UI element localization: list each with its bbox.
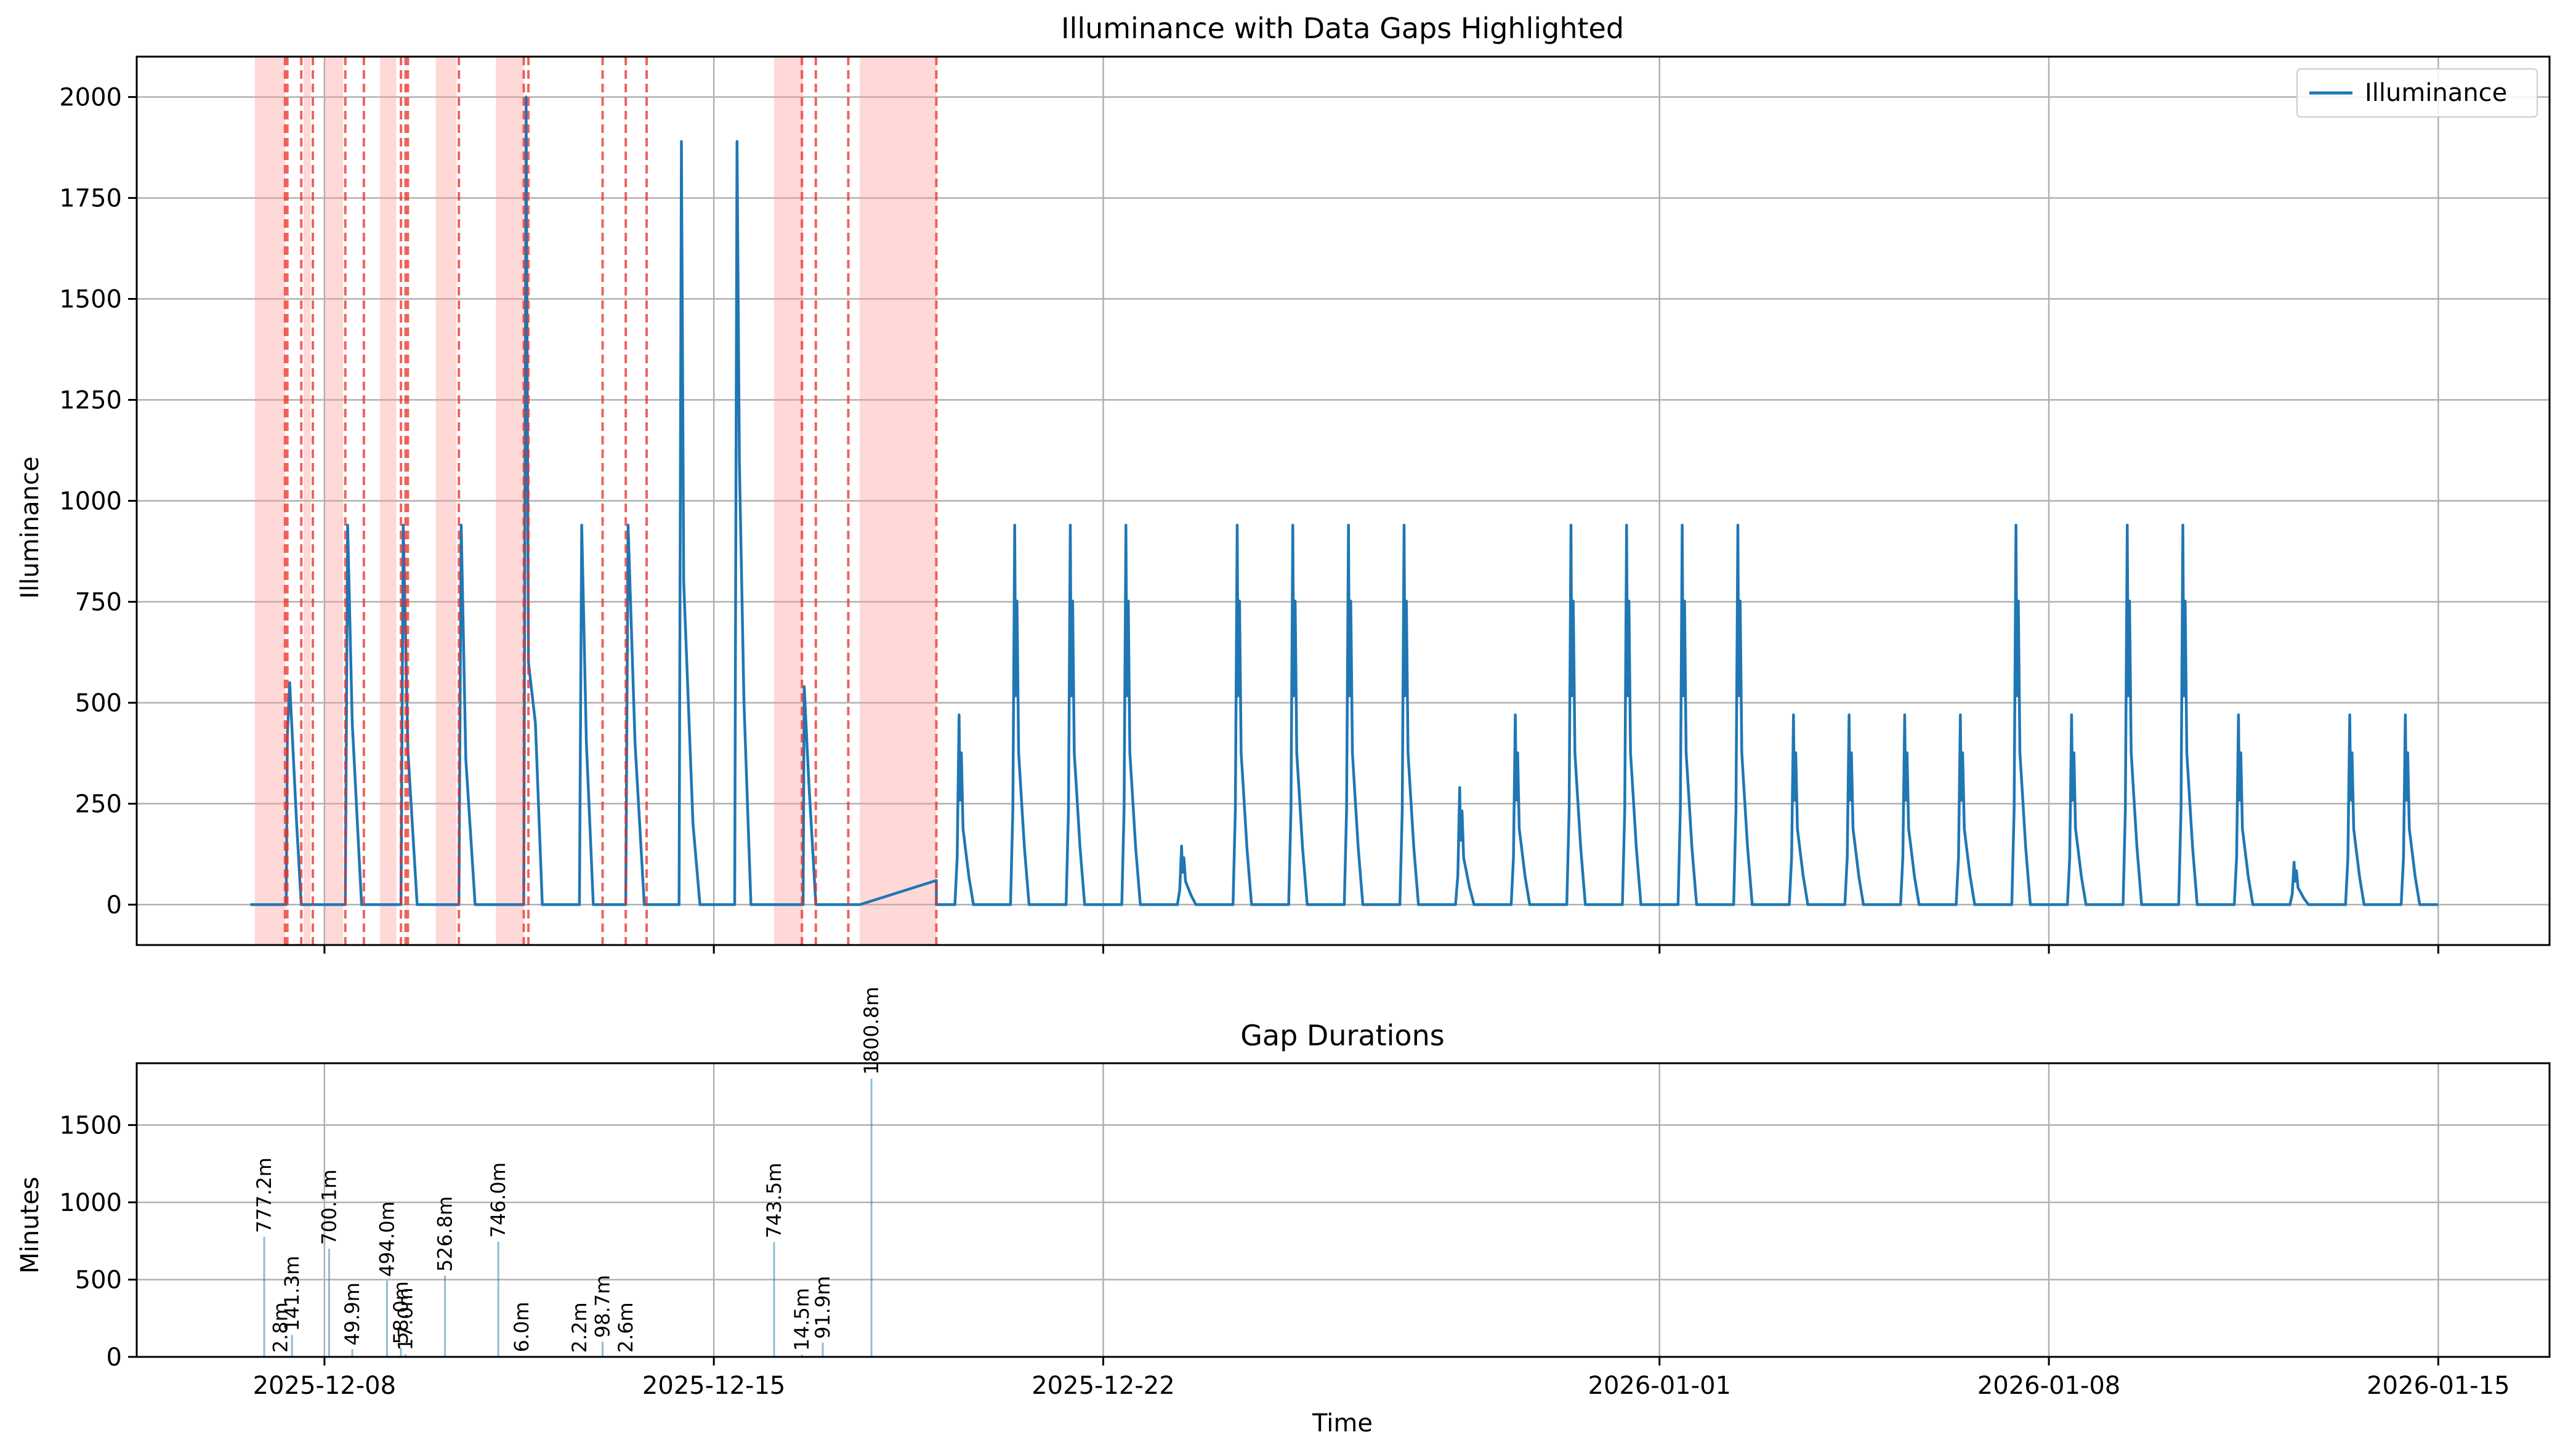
gap-duration-bar bbox=[386, 1280, 388, 1357]
gap-duration-bar bbox=[328, 1249, 330, 1357]
gap-duration-label: 91.9m bbox=[811, 1276, 834, 1339]
gap-span bbox=[860, 57, 937, 945]
illuminance-chart: Illuminance with Data Gaps Highlighted I… bbox=[16, 12, 2551, 954]
legend: Illuminance bbox=[2296, 68, 2538, 118]
gap-duration-label: 17.0m bbox=[394, 1287, 418, 1350]
gap-duration-bar bbox=[497, 1241, 499, 1357]
gap-duration-label: 141.3m bbox=[280, 1256, 304, 1332]
gap-duration-bar bbox=[444, 1275, 446, 1357]
gap-span bbox=[435, 57, 457, 945]
gap-duration-label: 2.8m bbox=[269, 1302, 292, 1353]
gap-durations-chart: Gap Durations Minutes Time 777.2m 2.8m141… bbox=[16, 987, 2551, 1438]
illuminance-y-axis-label: Illuminance bbox=[16, 456, 44, 598]
gap-duration-label: 700.1m bbox=[317, 1169, 341, 1245]
gap-durations-plot-frame bbox=[135, 1062, 2551, 1358]
gap-duration-label: 526.8m bbox=[434, 1196, 457, 1272]
y-tick-label: 1000 bbox=[59, 1189, 122, 1217]
y-tick-label: 2000 bbox=[59, 84, 122, 112]
gap-durations-y-ticks: 0 500 1000 1500 bbox=[59, 1111, 137, 1372]
gap-duration-label: 49.9m bbox=[341, 1282, 364, 1345]
gap-duration-label: 777.2m bbox=[252, 1157, 276, 1233]
gap-span bbox=[380, 57, 397, 945]
gap-duration-bar bbox=[870, 1078, 873, 1357]
gap-durations-x-axis-label: Time bbox=[1312, 1409, 1373, 1438]
illuminance-line bbox=[250, 95, 2439, 906]
y-tick-label: 0 bbox=[107, 1343, 122, 1372]
gap-span bbox=[774, 57, 804, 945]
gap-duration-bar bbox=[351, 1349, 353, 1357]
gap-duration-label: 2.6m bbox=[614, 1302, 637, 1353]
y-tick-label: 1500 bbox=[59, 1111, 122, 1140]
legend-box bbox=[2296, 68, 2538, 118]
y-tick-label: 750 bbox=[75, 588, 122, 616]
x-tick-label: 2026-01-01 bbox=[1588, 1372, 1731, 1400]
gap-duration-bar bbox=[263, 1236, 265, 1357]
x-tick-label: 2025-12-15 bbox=[642, 1372, 785, 1400]
gap-duration-bar bbox=[822, 1342, 824, 1357]
y-tick-label: 1750 bbox=[59, 185, 122, 213]
illuminance-y-ticks: 0 250 500 750 1000 1250 1500 1750 2000 bbox=[59, 84, 137, 919]
gap-duration-label: 1800.8m bbox=[860, 987, 883, 1075]
gap-duration-label: 2.2m bbox=[568, 1302, 591, 1353]
gap-duration-label: 494.0m bbox=[375, 1201, 398, 1277]
gap-durations-y-axis-label: Minutes bbox=[16, 1176, 44, 1273]
gap-duration-label: 14.5m bbox=[790, 1288, 814, 1351]
y-tick-label: 0 bbox=[107, 891, 122, 919]
gap-duration-label: 743.5m bbox=[762, 1163, 786, 1239]
gap-span bbox=[324, 57, 343, 945]
x-tick-label: 2025-12-08 bbox=[253, 1372, 396, 1400]
y-tick-label: 500 bbox=[75, 1266, 122, 1294]
gap-durations-title: Gap Durations bbox=[1240, 1019, 1444, 1052]
illuminance-series-line bbox=[250, 95, 2439, 906]
legend-label-illuminance: Illuminance bbox=[2365, 79, 2507, 107]
gap-duration-bar bbox=[400, 1348, 402, 1357]
gap-duration-label: 746.0m bbox=[487, 1162, 510, 1238]
y-tick-label: 250 bbox=[75, 790, 122, 818]
x-tick-label: 2026-01-08 bbox=[1977, 1372, 2120, 1400]
gap-duration-bar bbox=[291, 1335, 293, 1357]
illuminance-x-ticks bbox=[323, 945, 2439, 954]
y-tick-label: 1500 bbox=[59, 286, 122, 314]
gap-span bbox=[254, 57, 285, 945]
x-tick-label: 2025-12-22 bbox=[1032, 1372, 1174, 1400]
illuminance-plot-frame bbox=[135, 55, 2551, 946]
x-tick-label: 2026-01-15 bbox=[2367, 1372, 2509, 1400]
gap-duration-bar bbox=[602, 1341, 604, 1357]
gap-span bbox=[496, 57, 524, 945]
gap-duration-bar bbox=[801, 1354, 803, 1357]
y-tick-label: 1250 bbox=[59, 387, 122, 415]
gap-highlights bbox=[254, 57, 937, 945]
gap-durations-x-ticks: 2025-12-08 2025-12-15 2025-12-22 2026-01-01… bbox=[253, 1357, 2510, 1400]
gap-duration-bar bbox=[773, 1242, 775, 1357]
gap-duration-label: 6.0m bbox=[510, 1301, 533, 1352]
gap-duration-label: 98.7m bbox=[591, 1275, 615, 1338]
gap-span bbox=[303, 57, 311, 945]
gap-duration-label: 58.0m bbox=[389, 1281, 413, 1344]
illuminance-chart-title: Illuminance with Data Gaps Highlighted bbox=[1061, 12, 1624, 45]
y-tick-label: 1000 bbox=[59, 488, 122, 516]
y-tick-label: 500 bbox=[75, 689, 122, 717]
illuminance-grid bbox=[137, 57, 2550, 945]
gap-duration-bar bbox=[405, 1354, 407, 1357]
